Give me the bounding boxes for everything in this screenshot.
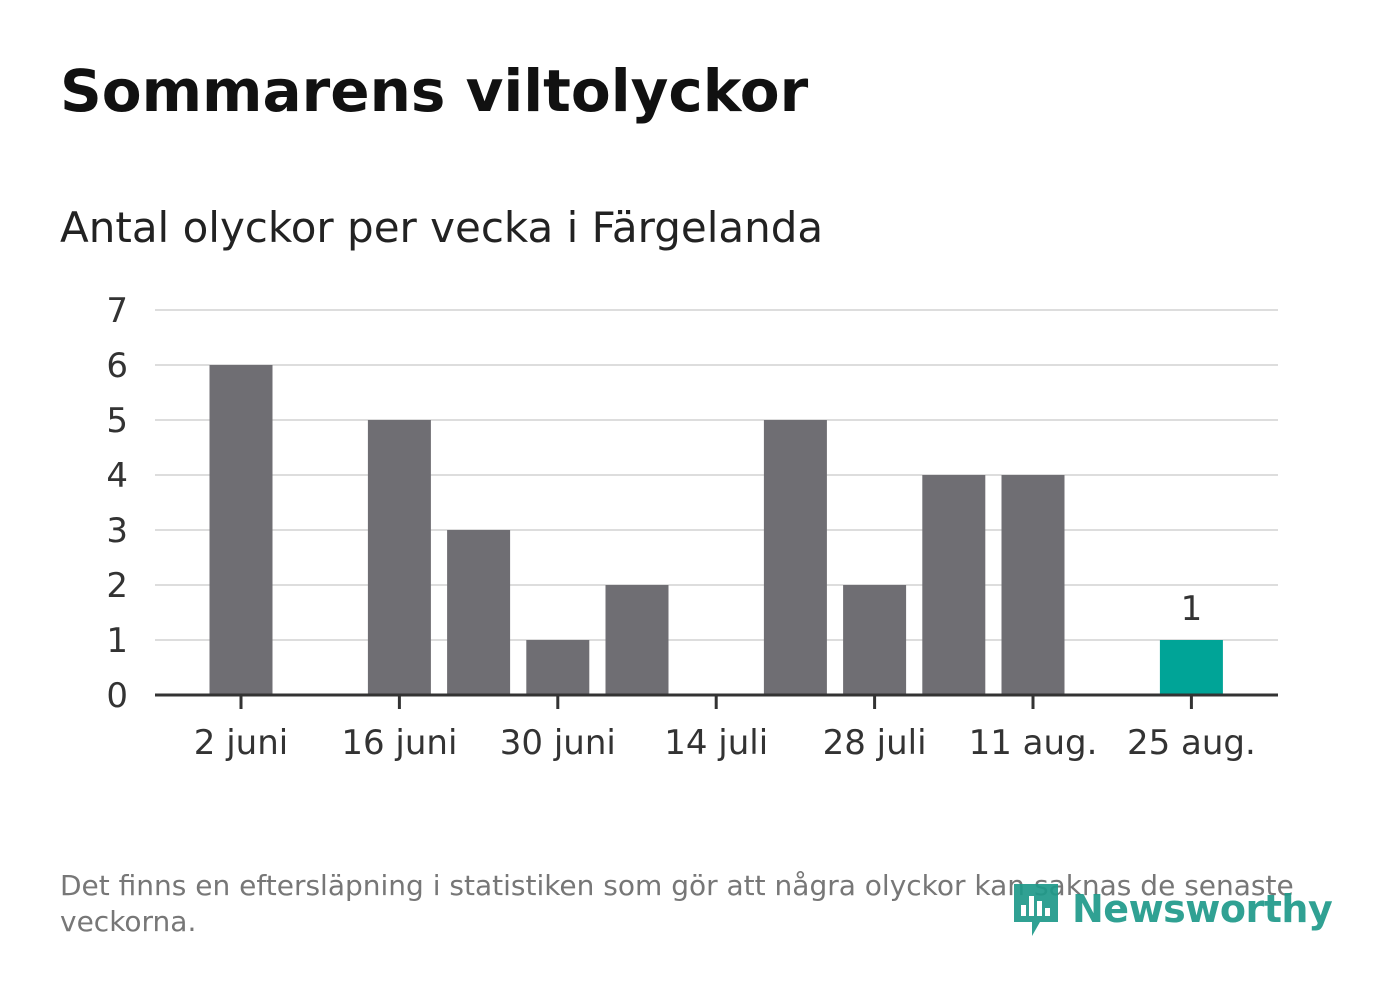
x-tick-label: 2 juni (194, 723, 288, 763)
chart-subtitle: Antal olyckor per vecka i Färgelanda (60, 203, 824, 252)
bar (763, 420, 827, 695)
bar-chart: 0 1 2 3 4 5 6 7 1 2 juni 16 juni 30 juni 14 juli 28… (106, 291, 1278, 763)
bar (209, 365, 273, 695)
bar (367, 420, 431, 695)
chart-title: Sommarens viltolyckor (60, 57, 809, 125)
x-tick-label: 30 juni (500, 723, 616, 763)
logo-wordmark: Newsworthy (1072, 887, 1333, 931)
newsworthy-logo: Newsworthy (1010, 878, 1333, 940)
y-tick-label: 2 (106, 566, 128, 606)
bars (209, 365, 1223, 695)
x-tick-label: 14 juli (664, 723, 768, 763)
y-tick-label: 6 (106, 346, 128, 386)
x-axis: 2 juni 16 juni 30 juni 14 juli 28 juli 11 aug… (155, 693, 1278, 763)
bar (922, 475, 986, 695)
x-tick-label: 28 juli (823, 723, 927, 763)
bar (526, 640, 590, 695)
y-tick-label: 4 (106, 456, 128, 496)
y-tick-label: 3 (106, 511, 128, 551)
data-label: 1 (1181, 589, 1203, 629)
bar (1159, 640, 1223, 695)
bar (447, 530, 511, 695)
y-tick-label: 5 (106, 401, 128, 441)
footnote: Det finns en eftersläpning i statistiken… (60, 869, 1294, 938)
bar (605, 585, 669, 695)
y-tick-label: 7 (106, 291, 128, 331)
value-labels: 1 (1181, 589, 1203, 629)
x-tick-label: 11 aug. (969, 723, 1098, 763)
y-axis-ticks: 0 1 2 3 4 5 6 7 (106, 291, 128, 716)
y-tick-label: 1 (106, 621, 128, 661)
bar (1001, 475, 1065, 695)
gridlines (155, 309, 1278, 641)
x-tick-label: 25 aug. (1127, 723, 1256, 763)
x-tick-label: 16 juni (341, 723, 457, 763)
bar-chart-speech-bubble-icon (1014, 884, 1058, 936)
bar (843, 585, 907, 695)
y-tick-label: 0 (106, 676, 128, 716)
